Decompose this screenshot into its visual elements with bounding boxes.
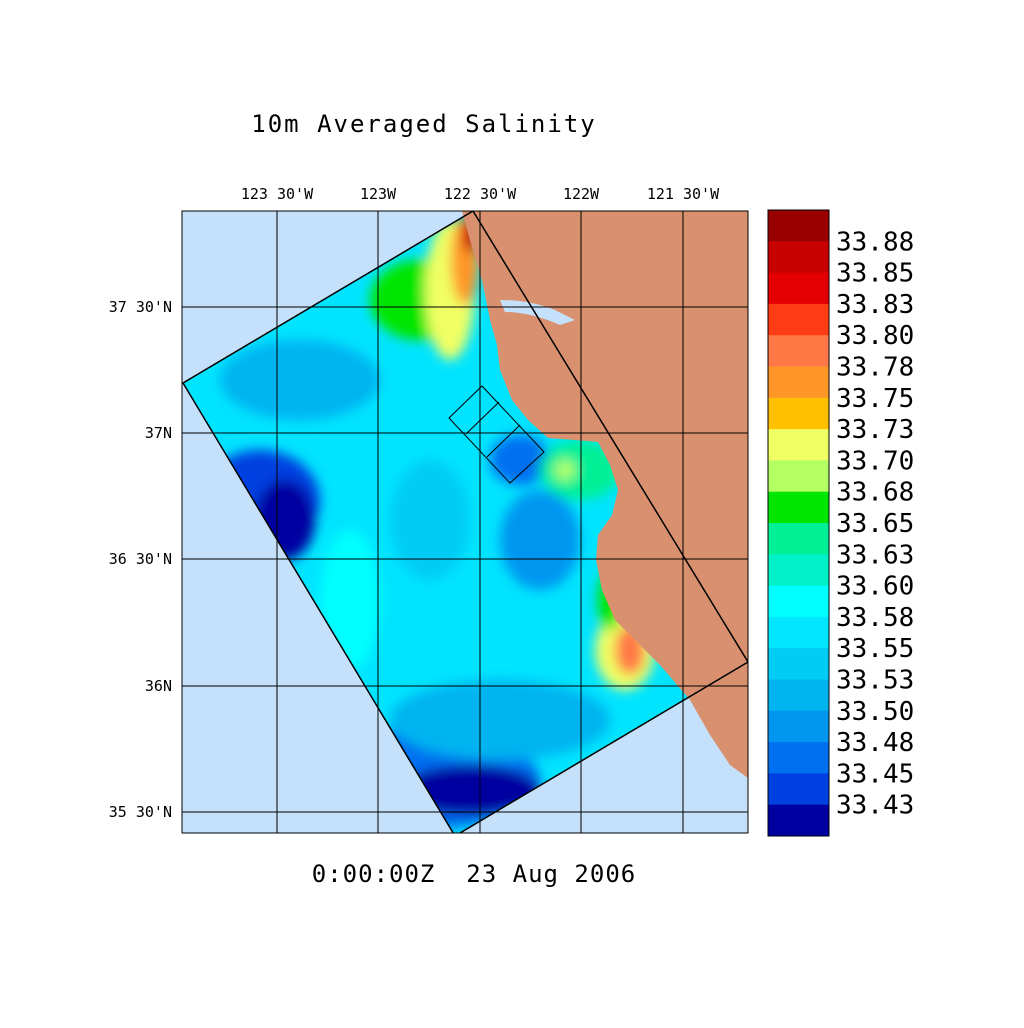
colorbar-swatch xyxy=(768,210,829,242)
colorbar-swatch xyxy=(768,710,829,743)
colorbar-swatch xyxy=(768,679,829,712)
latitude-label: 37N xyxy=(145,424,172,442)
latitude-label: 36N xyxy=(145,677,172,695)
colorbar-swatch xyxy=(768,241,829,274)
colorbar-swatch xyxy=(768,585,829,618)
colorbar-swatch xyxy=(768,616,829,649)
colorbar-swatch xyxy=(768,773,829,806)
colorbar-label: 33.60 xyxy=(836,572,914,602)
land xyxy=(462,211,748,778)
colorbar: 33.8833.8533.8333.8033.7833.7533.7333.70… xyxy=(767,209,914,837)
colorbar-swatch xyxy=(768,335,829,367)
colorbar-frame xyxy=(767,209,830,837)
colorbar-swatch xyxy=(768,429,829,461)
title: 10m Averaged Salinity xyxy=(251,110,596,138)
colorbar-label: 33.53 xyxy=(836,666,914,696)
colorbar-label: 33.48 xyxy=(836,728,914,758)
colorbar-swatch xyxy=(768,491,829,524)
colorbar-swatch xyxy=(768,366,829,399)
model-domain xyxy=(182,211,748,833)
longitude-label: 123W xyxy=(360,185,397,203)
inner-domain-line xyxy=(486,424,521,458)
colorbar-swatch xyxy=(768,272,829,305)
colorbar-swatch xyxy=(768,460,829,493)
latitude-label: 37 30'N xyxy=(109,298,172,316)
colorbar-label: 33.68 xyxy=(836,478,914,508)
longitude-label: 123 30'W xyxy=(241,185,314,203)
colorbar-label: 33.83 xyxy=(836,290,914,320)
colorbar-swatch xyxy=(768,804,829,837)
map-area xyxy=(182,211,748,833)
longitude-label: 122W xyxy=(563,185,600,203)
colorbar-swatch xyxy=(768,742,829,774)
colorbar-label: 33.88 xyxy=(836,227,914,257)
colorbar-label: 33.70 xyxy=(836,446,914,476)
colorbar-label: 33.58 xyxy=(836,603,914,633)
colorbar-label: 33.55 xyxy=(836,634,914,664)
colorbar-swatch xyxy=(768,523,829,555)
colorbar-label: 33.50 xyxy=(836,697,914,727)
graticule xyxy=(182,211,748,833)
bay xyxy=(500,300,575,325)
timestamp: 0:00:00Z 23 Aug 2006 xyxy=(312,860,636,888)
colorbar-swatch xyxy=(768,648,829,680)
colorbar-label: 33.43 xyxy=(836,791,914,821)
colorbar-label: 33.85 xyxy=(836,259,914,289)
colorbar-label: 33.78 xyxy=(836,353,914,383)
inner-domain-line xyxy=(465,401,500,435)
longitude-label: 122 30'W xyxy=(444,185,517,203)
inner-domain xyxy=(448,385,545,484)
longitude-label: 121 30'W xyxy=(647,185,720,203)
colorbar-label: 33.65 xyxy=(836,509,914,539)
colorbar-label: 33.75 xyxy=(836,384,914,414)
colorbar-swatch xyxy=(768,303,829,336)
colorbar-label: 33.45 xyxy=(836,759,914,789)
colorbar-swatch xyxy=(768,397,829,430)
latitude-label: 35 30'N xyxy=(109,803,172,821)
latitude-label: 36 30'N xyxy=(109,550,172,568)
colorbar-swatch xyxy=(768,554,829,587)
colorbar-label: 33.80 xyxy=(836,321,914,351)
colorbar-label: 33.63 xyxy=(836,540,914,570)
map-frame xyxy=(181,210,749,834)
colorbar-label: 33.73 xyxy=(836,415,914,445)
